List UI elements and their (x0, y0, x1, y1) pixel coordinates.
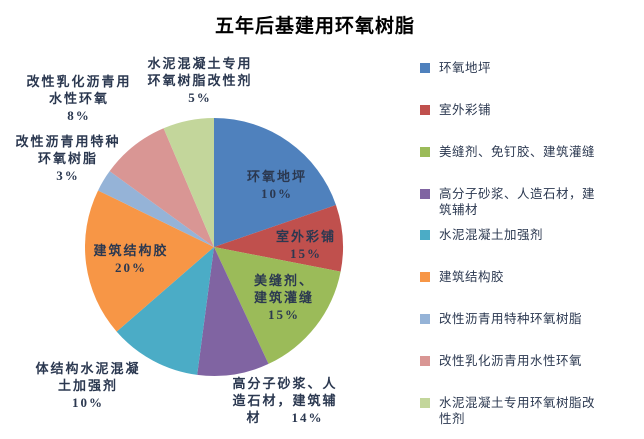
slice-label-6: 改性沥青用特种 环氧树脂 3% (15, 133, 120, 184)
slice-label-line: 8% (67, 108, 91, 123)
legend-label: 高分子砂浆、人造石材，建筑辅材 (439, 187, 596, 217)
slice-label-line: 高分子砂浆、人 (232, 376, 338, 391)
legend-item-0: 环氧地坪 (420, 60, 644, 76)
legend-swatch-icon (420, 314, 430, 324)
slice-label-line: 10% (260, 186, 293, 201)
legend-item-4: 水泥混凝土加强剂 (420, 227, 644, 243)
slice-label-line: 材 14% (246, 410, 324, 425)
slice-label-line: 20% (114, 260, 147, 275)
slice-label-line: 体结构水泥混凝 (35, 361, 141, 376)
pie-chart (85, 118, 343, 377)
slice-label-line: 美缝剂、 (253, 273, 315, 288)
legend-label: 改性沥青用特种环氧树脂 (439, 312, 583, 326)
pie-slice-0 (214, 118, 336, 247)
legend-swatch-icon (420, 230, 430, 240)
slice-label-7: 改性乳化沥青用 水性环氧 8% (26, 73, 131, 124)
pie-slice-4 (116, 247, 214, 375)
legend-swatch-icon (420, 189, 430, 199)
legend-label: 水泥混凝土专用环氧树脂改性剂 (439, 396, 596, 426)
slice-label-8: 水泥混凝土专用 环氧树脂改性剂 5% (147, 55, 252, 106)
legend-swatch-icon (420, 356, 430, 366)
legend-swatch-icon (420, 147, 430, 157)
legend-item-2: 美缝剂、免钉胶、建筑灌缝 (420, 144, 644, 160)
slice-label-0: 环氧地坪 10% (247, 168, 307, 202)
slice-label-2: 美缝剂、建筑灌缝 15% (254, 272, 314, 323)
legend-label: 室外彩铺 (439, 103, 492, 117)
legend-label: 建筑结构胶 (439, 270, 505, 284)
pie-slice-8 (163, 118, 214, 247)
slice-label-line: 改性乳化沥青用 (26, 74, 132, 89)
legend-item-7: 改性乳化沥青用水性环氧 (420, 353, 644, 369)
pie-slice-3 (197, 247, 269, 377)
legend-item-3: 高分子砂浆、人造石材，建筑辅材 (420, 186, 644, 218)
slice-label-line: 改性沥青用特种 (15, 134, 121, 149)
legend-swatch-icon (420, 272, 430, 282)
legend-label: 环氧地坪 (439, 61, 492, 75)
slice-label-line: 造石材，建筑辅 (232, 393, 338, 408)
pie-slice-5 (85, 190, 214, 332)
pie-slice-6 (98, 171, 214, 247)
slice-label-line: 5% (188, 90, 212, 105)
pie-slice-2 (214, 247, 341, 364)
slice-label-line: 15% (267, 307, 300, 322)
slice-label-5: 建筑结构胶 20% (93, 242, 168, 276)
slice-label-line: 10% (71, 395, 104, 410)
slice-label-1: 室外彩铺 15% (276, 228, 336, 262)
slice-label-line: 15% (289, 246, 322, 261)
legend-label: 美缝剂、免钉胶、建筑灌缝 (439, 145, 596, 159)
slice-label-line: 水泥混凝土专用 (147, 56, 253, 71)
legend-item-1: 室外彩铺 (420, 102, 644, 118)
slice-label-4: 体结构水泥混凝 土加强剂 10% (35, 360, 140, 411)
legend: 环氧地坪 室外彩铺 美缝剂、免钉胶、建筑灌缝 高分子砂浆、人造石材，建筑辅材 水泥混凝土… (420, 60, 644, 436)
legend-label: 水泥混凝土加强剂 (439, 228, 544, 242)
legend-swatch-icon (420, 63, 430, 73)
pie-slice-1 (214, 205, 343, 272)
slice-label-line: 室外彩铺 (275, 229, 337, 244)
slice-label-line: 建筑结构胶 (93, 243, 169, 258)
slice-label-line: 环氧树脂改性剂 (147, 73, 253, 88)
legend-item-6: 改性沥青用特种环氧树脂 (420, 311, 644, 327)
slice-label-line: 建筑灌缝 (253, 290, 315, 305)
slice-label-line: 环氧树脂 (37, 151, 99, 166)
pie-slice-7 (109, 128, 214, 247)
slice-label-line: 水性环氧 (48, 91, 110, 106)
slice-label-line: 土加强剂 (57, 378, 119, 393)
legend-item-8: 水泥混凝土专用环氧树脂改性剂 (420, 395, 644, 427)
slice-label-3: 高分子砂浆、人 造石材，建筑辅材 14% (232, 375, 337, 426)
slice-label-line: 3% (56, 168, 80, 183)
legend-label: 改性乳化沥青用水性环氧 (439, 354, 583, 368)
legend-swatch-icon (420, 105, 430, 115)
legend-swatch-icon (420, 398, 430, 408)
chart-title: 五年后基建用环氧树脂 (214, 16, 415, 37)
slice-label-line: 环氧地坪 (246, 169, 308, 184)
legend-item-5: 建筑结构胶 (420, 269, 644, 285)
